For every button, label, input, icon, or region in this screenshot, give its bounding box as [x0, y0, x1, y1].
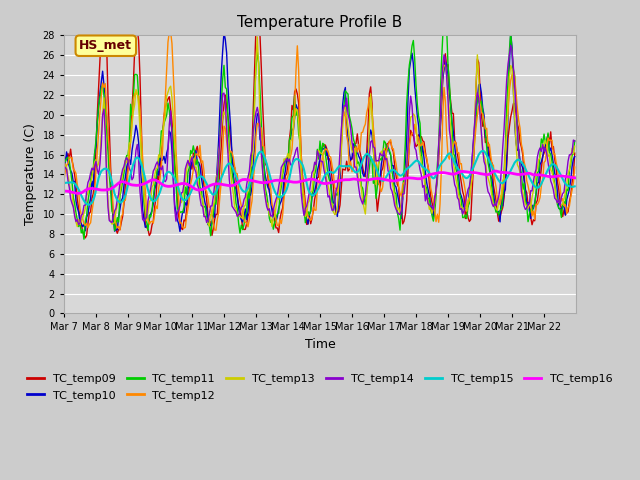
TC_temp12 — [570, 180, 577, 186]
TC_temp09 — [326, 156, 333, 162]
TC_temp16 — [491, 168, 499, 174]
TC_temp09 — [503, 162, 511, 168]
TC_temp15 — [95, 175, 102, 181]
TC_temp11 — [571, 138, 579, 144]
TC_temp09 — [60, 177, 68, 182]
TC_temp15 — [60, 180, 68, 186]
TC_temp13 — [60, 158, 68, 164]
TC_temp11 — [440, 10, 448, 16]
TC_temp12 — [77, 212, 85, 217]
TC_temp14 — [324, 194, 332, 200]
TC_temp16 — [570, 175, 577, 180]
TC_temp15 — [571, 183, 579, 189]
TC_temp12 — [427, 185, 435, 191]
TC_temp10 — [77, 221, 85, 227]
TC_temp14 — [502, 102, 509, 108]
TC_temp15 — [86, 202, 93, 208]
TC_temp13 — [503, 132, 511, 138]
TC_temp16 — [74, 191, 81, 196]
Line: TC_temp12: TC_temp12 — [64, 32, 575, 230]
TC_temp10 — [220, 29, 228, 35]
TC_temp12 — [571, 164, 579, 170]
TC_temp16 — [503, 170, 511, 176]
TC_temp13 — [253, 34, 261, 40]
TC_temp13 — [570, 151, 577, 157]
TC_temp12 — [503, 128, 511, 133]
TC_temp12 — [60, 178, 68, 184]
Line: TC_temp14: TC_temp14 — [64, 46, 575, 225]
TC_temp11 — [77, 230, 85, 236]
TC_temp10 — [571, 154, 579, 159]
Line: TC_temp09: TC_temp09 — [64, 0, 575, 238]
TC_temp14 — [571, 138, 579, 144]
TC_temp11 — [80, 236, 88, 242]
TC_temp14 — [426, 202, 433, 208]
Line: TC_temp11: TC_temp11 — [64, 13, 575, 239]
TC_temp14 — [95, 172, 102, 178]
TC_temp13 — [79, 215, 86, 221]
TC_temp12 — [326, 154, 333, 159]
TC_temp09 — [427, 193, 435, 199]
Line: TC_temp13: TC_temp13 — [64, 37, 575, 227]
TC_temp16 — [79, 189, 86, 195]
TC_temp13 — [571, 143, 579, 149]
TC_temp11 — [95, 103, 102, 108]
TC_temp11 — [570, 151, 577, 157]
TC_temp16 — [324, 180, 332, 186]
TC_temp14 — [507, 43, 515, 48]
TC_temp10 — [503, 156, 511, 162]
TC_temp11 — [60, 156, 68, 161]
TC_temp09 — [77, 220, 85, 226]
Line: TC_temp16: TC_temp16 — [64, 171, 575, 193]
TC_temp15 — [479, 148, 486, 154]
TC_temp15 — [503, 176, 511, 181]
TC_temp14 — [570, 137, 577, 143]
Title: Temperature Profile B: Temperature Profile B — [237, 15, 403, 30]
Text: HS_met: HS_met — [79, 39, 132, 52]
TC_temp15 — [324, 169, 332, 175]
TC_temp10 — [176, 228, 184, 234]
TC_temp11 — [324, 172, 332, 178]
Legend: TC_temp09, TC_temp10, TC_temp11, TC_temp12, TC_temp13, TC_temp14, TC_temp15, TC_: TC_temp09, TC_temp10, TC_temp11, TC_temp… — [23, 369, 617, 405]
TC_temp11 — [426, 195, 433, 201]
TC_temp16 — [60, 188, 68, 194]
TC_temp16 — [426, 172, 433, 178]
TC_temp15 — [77, 192, 85, 198]
TC_temp13 — [95, 160, 102, 166]
TC_temp10 — [93, 120, 101, 125]
Y-axis label: Temperature (C): Temperature (C) — [24, 123, 37, 225]
TC_temp12 — [166, 29, 173, 35]
TC_temp10 — [427, 202, 435, 207]
TC_temp11 — [503, 103, 511, 109]
TC_temp10 — [60, 161, 68, 167]
TC_temp12 — [93, 149, 101, 155]
TC_temp09 — [571, 150, 579, 156]
Line: TC_temp10: TC_temp10 — [64, 32, 575, 231]
TC_temp16 — [571, 175, 579, 180]
TC_temp13 — [326, 189, 333, 194]
TC_temp09 — [81, 235, 89, 241]
X-axis label: Time: Time — [305, 338, 335, 351]
TC_temp15 — [426, 170, 433, 176]
TC_temp12 — [212, 228, 220, 233]
TC_temp13 — [427, 205, 435, 211]
TC_temp09 — [95, 84, 102, 90]
TC_temp14 — [79, 211, 86, 217]
TC_temp10 — [326, 168, 333, 174]
TC_temp13 — [74, 224, 81, 229]
TC_temp10 — [570, 156, 577, 162]
Line: TC_temp15: TC_temp15 — [64, 151, 575, 205]
TC_temp14 — [75, 222, 83, 228]
TC_temp14 — [60, 164, 68, 169]
TC_temp16 — [95, 187, 102, 192]
TC_temp09 — [570, 172, 577, 178]
TC_temp15 — [570, 184, 577, 190]
